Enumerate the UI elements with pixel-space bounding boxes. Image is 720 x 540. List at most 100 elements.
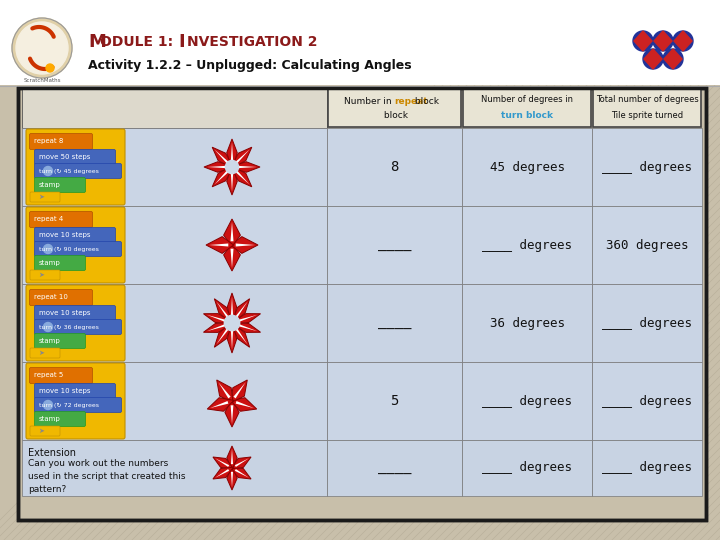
Text: ➤: ➤	[38, 428, 44, 434]
Polygon shape	[231, 173, 233, 192]
Polygon shape	[235, 302, 248, 318]
Text: turn (↻ 90 degrees: turn (↻ 90 degrees	[39, 246, 99, 252]
Polygon shape	[227, 165, 238, 195]
Text: move 10 steps: move 10 steps	[39, 310, 91, 316]
Polygon shape	[215, 469, 229, 478]
FancyBboxPatch shape	[35, 241, 122, 256]
Text: ____ degrees: ____ degrees	[482, 395, 572, 408]
FancyBboxPatch shape	[35, 150, 115, 165]
Bar	[462, 362, 592, 440]
Polygon shape	[230, 467, 251, 479]
Polygon shape	[235, 469, 249, 478]
Bar	[592, 284, 702, 362]
Polygon shape	[204, 322, 235, 333]
FancyBboxPatch shape	[35, 411, 86, 427]
Polygon shape	[233, 382, 246, 399]
Bar	[0, 0, 720, 85]
Text: ➤: ➤	[38, 194, 44, 200]
Circle shape	[46, 64, 54, 72]
Text: Tile sprite turned: Tile sprite turned	[611, 111, 683, 120]
Polygon shape	[215, 458, 229, 467]
Text: repeat: repeat	[395, 98, 428, 106]
Polygon shape	[230, 147, 252, 168]
FancyBboxPatch shape	[35, 178, 86, 192]
Text: 45 degrees: 45 degrees	[490, 160, 564, 173]
FancyBboxPatch shape	[30, 192, 60, 202]
Bar	[22, 128, 327, 206]
Circle shape	[225, 160, 238, 173]
Text: repeat 8: repeat 8	[34, 138, 63, 145]
Polygon shape	[230, 249, 233, 268]
Bar	[327, 206, 462, 284]
Polygon shape	[207, 324, 226, 331]
Polygon shape	[235, 328, 248, 345]
Polygon shape	[227, 446, 237, 470]
Text: 8: 8	[390, 160, 399, 174]
FancyBboxPatch shape	[26, 207, 125, 283]
Text: stamp: stamp	[39, 260, 60, 266]
Polygon shape	[230, 162, 260, 172]
Circle shape	[653, 31, 673, 51]
Polygon shape	[230, 222, 233, 241]
Polygon shape	[212, 147, 234, 168]
Text: block: block	[413, 98, 439, 106]
FancyBboxPatch shape	[35, 383, 115, 399]
Bar	[327, 128, 462, 206]
Polygon shape	[209, 244, 228, 247]
Text: stamp: stamp	[39, 338, 60, 344]
Circle shape	[12, 18, 72, 78]
Text: repeat 4: repeat 4	[34, 217, 63, 222]
Polygon shape	[238, 315, 257, 322]
Bar	[592, 206, 702, 284]
Text: ____ degrees: ____ degrees	[482, 462, 572, 475]
Text: ____ degrees: ____ degrees	[602, 316, 692, 329]
Text: Activity 1.2.2 – Unplugged: Calculating Angles: Activity 1.2.2 – Unplugged: Calculating …	[88, 59, 412, 72]
Polygon shape	[235, 150, 249, 164]
Text: ____ degrees: ____ degrees	[602, 160, 692, 173]
Polygon shape	[235, 401, 253, 408]
Text: I: I	[178, 33, 184, 51]
FancyBboxPatch shape	[35, 255, 86, 271]
Bar	[22, 88, 327, 128]
Polygon shape	[224, 219, 240, 247]
Bar	[327, 440, 462, 496]
FancyBboxPatch shape	[30, 212, 92, 227]
Polygon shape	[231, 449, 233, 464]
Bar	[22, 362, 327, 440]
Polygon shape	[224, 244, 240, 271]
Bar	[18, 88, 706, 520]
Text: move 10 steps: move 10 steps	[39, 388, 91, 394]
Bar	[592, 362, 702, 440]
Polygon shape	[204, 162, 235, 172]
Bar	[327, 362, 462, 440]
Polygon shape	[228, 293, 237, 326]
Text: move 10 steps: move 10 steps	[39, 232, 91, 238]
FancyBboxPatch shape	[463, 89, 591, 127]
Polygon shape	[231, 472, 233, 488]
Text: repeat 10: repeat 10	[34, 294, 68, 300]
Text: Extension: Extension	[28, 448, 76, 458]
Polygon shape	[213, 457, 233, 469]
Polygon shape	[674, 31, 692, 51]
Polygon shape	[238, 166, 256, 168]
Bar	[462, 284, 592, 362]
Text: ODULE 1:: ODULE 1:	[100, 35, 173, 49]
Text: ____: ____	[378, 238, 411, 252]
Circle shape	[43, 166, 53, 176]
Text: ScratchMaths: ScratchMaths	[23, 78, 60, 84]
Text: repeat 5: repeat 5	[34, 373, 63, 379]
Text: Number of degrees in: Number of degrees in	[481, 96, 573, 105]
Polygon shape	[238, 324, 257, 331]
Polygon shape	[219, 382, 230, 399]
Bar	[592, 440, 702, 496]
Text: stamp: stamp	[39, 416, 60, 422]
Circle shape	[43, 245, 53, 253]
Polygon shape	[230, 406, 233, 424]
Polygon shape	[215, 321, 234, 347]
FancyBboxPatch shape	[30, 289, 92, 306]
FancyBboxPatch shape	[35, 227, 115, 242]
FancyBboxPatch shape	[26, 363, 125, 439]
Circle shape	[673, 31, 693, 51]
Polygon shape	[217, 328, 229, 345]
Polygon shape	[231, 143, 233, 161]
